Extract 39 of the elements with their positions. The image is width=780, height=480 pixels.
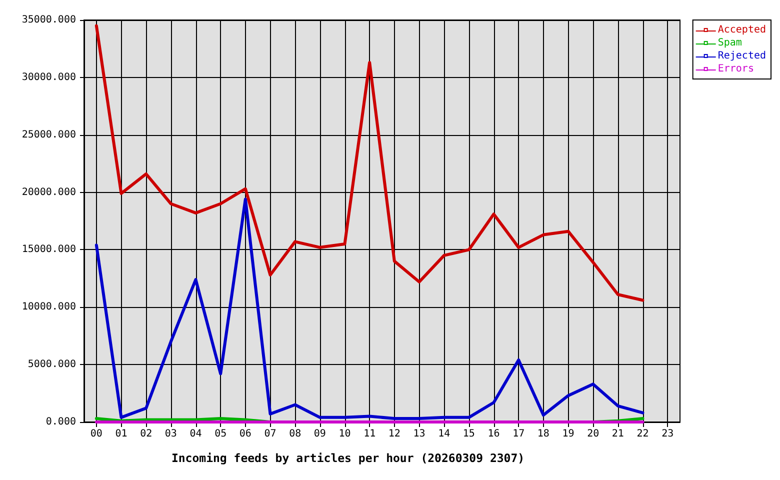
- x-tick-label: 00: [90, 428, 102, 440]
- x-tick-label: 08: [289, 428, 302, 440]
- x-tick-label: 22: [636, 428, 649, 440]
- y-tick-label: 15000.000: [22, 244, 76, 256]
- x-axis-title: Incoming feeds by articles per hour (20260309 2307): [171, 451, 525, 465]
- y-tick-label: 20000.000: [22, 186, 76, 198]
- legend-label: Errors: [718, 64, 754, 74]
- line-series: [94, 24, 644, 302]
- legend-label: Rejected: [718, 50, 766, 62]
- x-tick-label: 04: [190, 428, 202, 440]
- x-tick-label: 02: [140, 428, 152, 440]
- y-tick-label: 30000.000: [22, 72, 76, 83]
- x-tick-label: 06: [239, 428, 252, 440]
- x-tick-label: 19: [562, 428, 574, 440]
- x-tick-label: 15: [462, 428, 475, 440]
- y-tick-label: 0.000: [46, 416, 76, 428]
- x-tick-label: 09: [314, 428, 326, 440]
- y-tick-label: 35000.000: [22, 14, 76, 26]
- legend-label: Accepted: [718, 24, 766, 36]
- x-tick-label: 14: [438, 428, 450, 440]
- x-tick-label: 18: [537, 428, 550, 440]
- y-tick-label: 5000.000: [28, 359, 76, 370]
- line-series: [94, 198, 644, 420]
- x-tick-label: 07: [264, 428, 276, 440]
- x-tick-label: 10: [338, 428, 351, 440]
- x-tick-label: 05: [214, 428, 227, 440]
- x-tick-label: 16: [488, 428, 500, 440]
- x-tick-label: 13: [413, 428, 426, 440]
- x-tick-label: 01: [115, 428, 128, 440]
- y-tick-label: 10000.000: [22, 302, 76, 313]
- x-tick-label: 12: [388, 428, 400, 440]
- x-tick-label: 20: [587, 428, 600, 440]
- legend-label: Spam: [718, 38, 742, 48]
- x-tick-label: 23: [662, 428, 674, 440]
- x-tick-label: 03: [164, 428, 177, 440]
- y-tick-label: 25000.000: [22, 129, 76, 140]
- x-tick-label: 21: [612, 428, 624, 440]
- x-tick-label: 17: [512, 428, 525, 440]
- x-tick-label: 11: [364, 428, 376, 440]
